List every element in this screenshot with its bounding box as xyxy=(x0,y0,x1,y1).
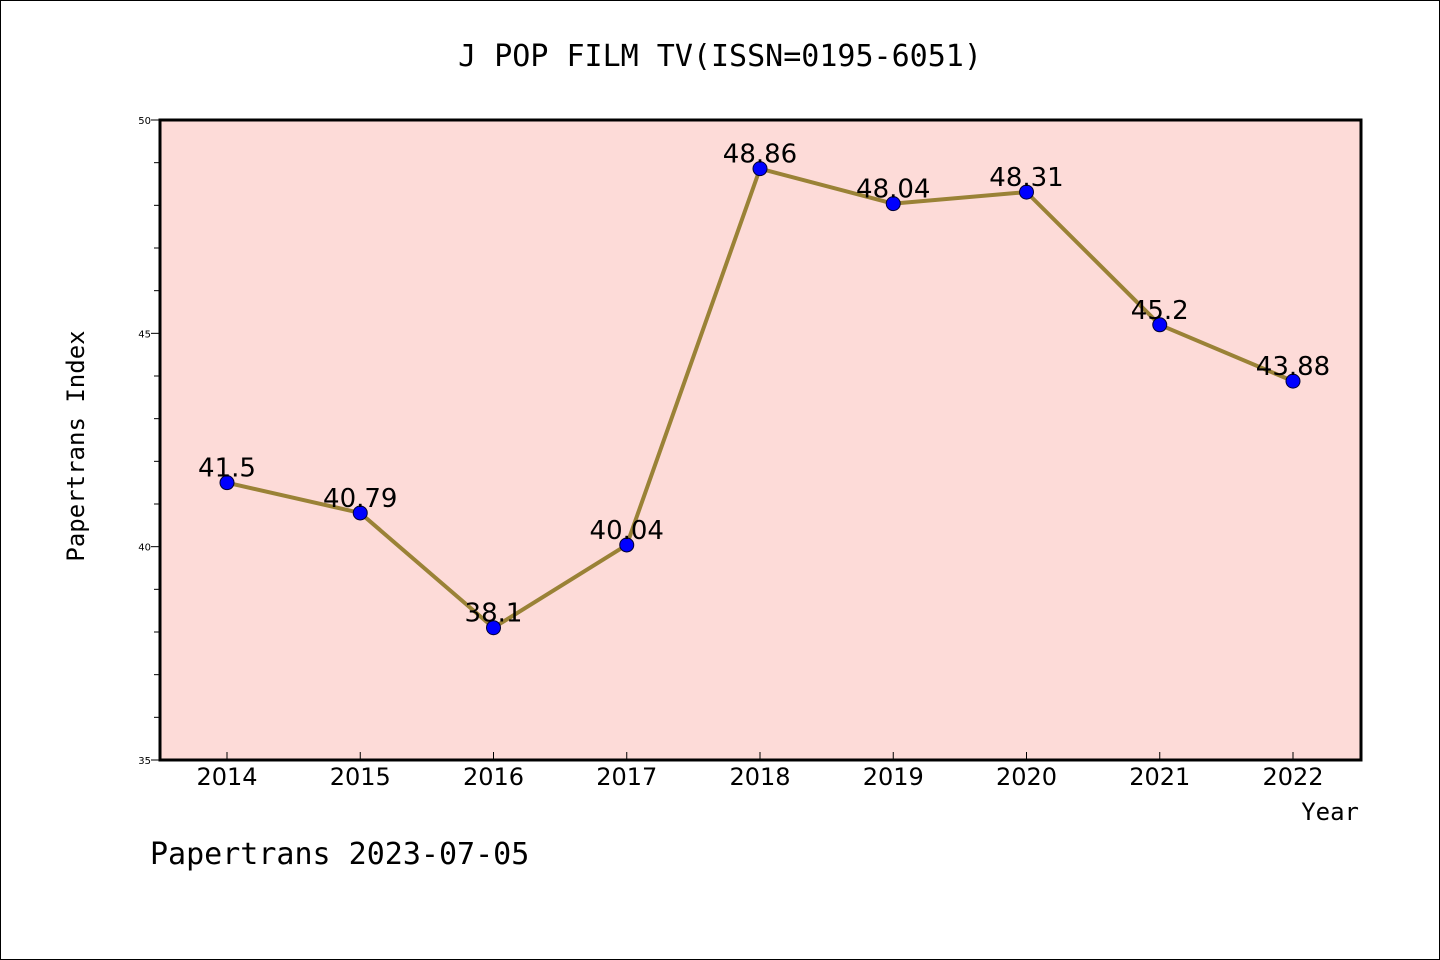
data-point xyxy=(885,196,901,212)
data-label: 45.2 xyxy=(1131,296,1189,326)
x-tick-label: 2016 xyxy=(463,763,524,791)
data-point xyxy=(752,161,768,177)
x-tick-label: 2019 xyxy=(863,763,924,791)
data-label: 40.79 xyxy=(323,484,397,514)
data-point xyxy=(1019,184,1034,200)
y-axis-label: Papertrans Index xyxy=(62,330,90,561)
data-label: 48.86 xyxy=(723,140,797,170)
plot-area xyxy=(160,120,1361,760)
data-label: 41.5 xyxy=(198,454,256,484)
x-tick-label: 2022 xyxy=(1262,763,1323,791)
y-tick-label: 35 xyxy=(138,756,151,767)
plot-border xyxy=(158,118,1363,762)
y-tick-label: 40 xyxy=(138,543,151,554)
data-point xyxy=(352,505,368,521)
x-tick-label: 2018 xyxy=(729,763,790,791)
x-tick-label: 2021 xyxy=(1129,763,1190,791)
data-labels: 41.5 40.79 38.1 40.04 48.86 48.04 48.31 45.2 43.… xyxy=(198,140,1330,629)
series-markers xyxy=(219,161,1301,636)
data-label: 40.04 xyxy=(590,516,664,546)
data-label: 38.1 xyxy=(465,599,523,629)
data-label: 43.88 xyxy=(1256,352,1330,382)
data-point xyxy=(486,620,501,636)
x-axis-label: Year xyxy=(1301,798,1359,826)
data-point xyxy=(219,475,235,491)
x-tick-label: 2017 xyxy=(596,763,657,791)
y-tick-label: 50 xyxy=(138,116,151,127)
x-tick-label: 2020 xyxy=(996,763,1057,791)
footer-note: Papertrans 2023-07-05 xyxy=(150,837,529,872)
x-tick-label: 2014 xyxy=(196,763,257,791)
data-point xyxy=(619,537,635,553)
data-point xyxy=(1152,317,1168,333)
x-tick-label: 2015 xyxy=(330,763,391,791)
chart-title: J POP FILM TV(ISSN=0195-6051) xyxy=(458,39,982,74)
x-axis: 2014 2015 2016 2017 2018 2019 2020 2021 2022 xyxy=(196,752,1324,791)
data-point xyxy=(1285,373,1301,389)
data-label: 48.04 xyxy=(856,175,930,205)
data-label: 48.31 xyxy=(989,163,1063,193)
y-axis: 35 40 45 50 xyxy=(138,116,160,767)
y-tick-label: 45 xyxy=(138,329,151,340)
